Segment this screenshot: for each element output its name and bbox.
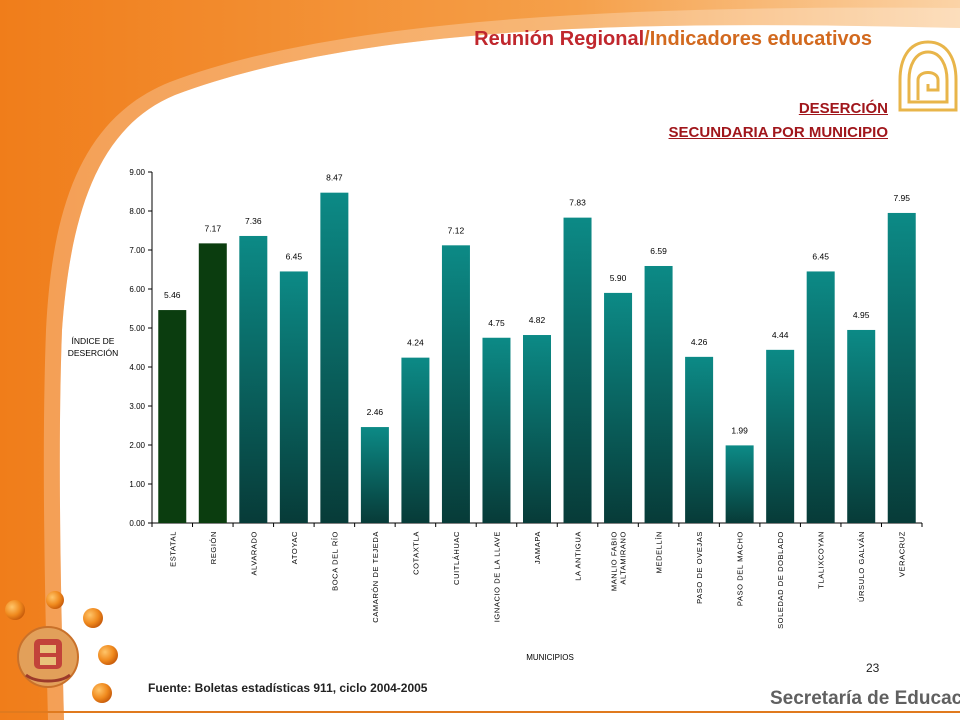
- y-tick-label: 7.00: [129, 246, 145, 255]
- veracruz-coat-of-arms-icon: [17, 626, 79, 688]
- x-tick-label: ESTATAL: [168, 531, 177, 567]
- bar: [482, 337, 511, 523]
- x-tick-label: PASO DE OVEJAS: [695, 531, 704, 604]
- bar: [604, 292, 633, 523]
- x-tick-label: REGIÓN: [209, 531, 218, 564]
- data-label: 6.59: [650, 246, 667, 256]
- bar: [441, 245, 470, 523]
- y-tick-label: 5.00: [129, 324, 145, 333]
- bar: [523, 335, 551, 523]
- y-tick-label: 3.00: [129, 402, 145, 411]
- data-label: 7.36: [245, 216, 262, 226]
- slide-title-part2: /Indicadores educativos: [644, 28, 872, 50]
- data-label: 6.45: [286, 251, 303, 261]
- x-tick-label: COTAXTLA: [411, 531, 420, 575]
- x-tick-label: PASO DEL MACHO: [736, 531, 745, 606]
- x-tick-label: JAMAPA: [533, 531, 542, 564]
- bar: [401, 357, 430, 523]
- y-axis-title: ÍNDICE DE: [72, 336, 115, 346]
- x-tick-label: BOCA DEL RÍO: [330, 531, 339, 591]
- x-tick-label: LA ANTIGUA: [574, 531, 583, 581]
- data-label: 1.99: [731, 425, 748, 435]
- data-label: 8.47: [326, 173, 343, 183]
- x-tick-label: CUITLÁHUAC: [452, 531, 461, 585]
- bar: [320, 192, 349, 524]
- bar: [158, 310, 187, 523]
- x-tick-label: CAMARÓN DE TEJEDA: [371, 531, 380, 623]
- x-tick-label: ATOYAC: [290, 531, 299, 564]
- bar: [360, 427, 389, 523]
- y-axis-title-line2: DESERCIÓN: [68, 348, 119, 358]
- y-tick-label: 1.00: [129, 480, 145, 489]
- data-label: 4.26: [691, 337, 708, 347]
- data-label: 4.95: [853, 310, 870, 320]
- data-label: 4.75: [488, 318, 505, 328]
- x-tick-label: MANLIO FABIO: [610, 531, 619, 591]
- slide-title-part1: Reunión Regional: [474, 28, 645, 50]
- x-tick-label: TLALIXCOYAN: [817, 531, 826, 589]
- decorative-dots: [5, 591, 118, 703]
- data-label: 6.45: [812, 251, 829, 261]
- x-tick-label: ALVARADO: [249, 531, 258, 576]
- footer-brand: Secretaría de Educación: [770, 688, 960, 709]
- x-tick-label: VERACRUZ: [898, 531, 907, 577]
- source-note: Fuente: Boletas estadísticas 911, ciclo …: [148, 681, 428, 695]
- x-tick-label: ÚRSULO GALVÁN: [857, 531, 866, 602]
- y-tick-label: 9.00: [129, 168, 145, 177]
- data-label: 5.90: [610, 273, 627, 283]
- data-label: 2.46: [367, 407, 384, 417]
- ornamental-seal-icon: [898, 40, 958, 112]
- data-label: 5.46: [164, 290, 181, 300]
- bar: [806, 271, 835, 523]
- data-label: 7.95: [893, 193, 910, 203]
- chart-subtitle-line1: DESERCIÓN: [798, 100, 888, 117]
- bar: [563, 217, 592, 523]
- y-tick-label: 2.00: [129, 441, 145, 450]
- data-label: 4.44: [772, 330, 789, 340]
- y-tick-label: 4.00: [129, 363, 145, 372]
- page-number: 23: [866, 661, 880, 675]
- x-axis-title: MUNICIPIOS: [526, 653, 574, 662]
- data-label: 4.24: [407, 338, 424, 348]
- bar: [685, 356, 714, 523]
- x-tick-label: MEDELLÍN: [655, 531, 664, 573]
- bar: [279, 271, 308, 523]
- data-label: 7.12: [448, 225, 465, 235]
- data-label: 4.82: [529, 315, 546, 325]
- x-tick-label: IGNACIO DE LA LLAVE: [492, 531, 501, 622]
- bar: [198, 243, 227, 523]
- bar: [887, 212, 916, 523]
- bar: [725, 445, 754, 523]
- data-label: 7.17: [205, 223, 222, 233]
- y-tick-label: 6.00: [129, 285, 145, 294]
- bar: [766, 349, 795, 523]
- slide-title: Reunión Regional/Indicadores educativos: [474, 28, 872, 51]
- x-tick-label: ALTAMIRANO: [619, 531, 628, 585]
- y-tick-label: 8.00: [129, 207, 145, 216]
- y-tick-label: 0.00: [129, 519, 145, 528]
- bar: [644, 265, 673, 523]
- chart-subtitle-line2: SECUNDARIA POR MUNICIPIO: [668, 124, 888, 141]
- bar: [847, 329, 876, 523]
- data-label: 7.83: [569, 198, 586, 208]
- bar: [239, 235, 268, 523]
- x-tick-label: SOLEDAD DE DOBLADO: [776, 531, 785, 629]
